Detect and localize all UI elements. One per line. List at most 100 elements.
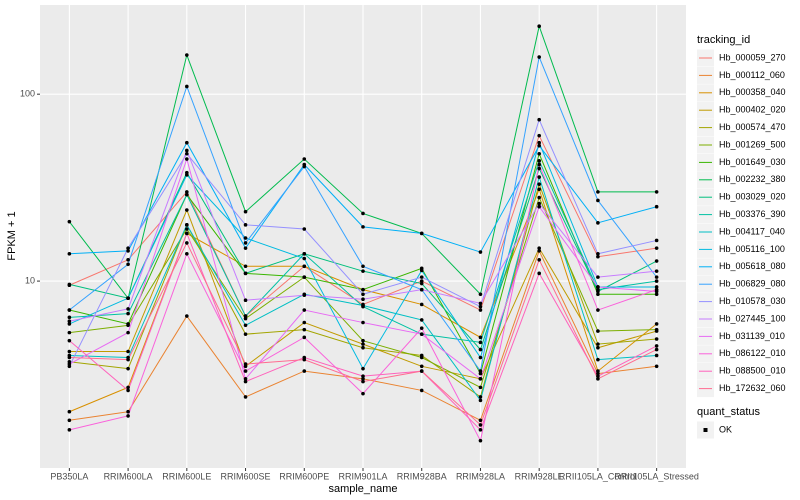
data-point xyxy=(67,418,72,423)
data-point xyxy=(185,84,189,89)
legend-label: Hb_027445_100 xyxy=(719,313,786,323)
data-point xyxy=(126,366,130,371)
data-point xyxy=(654,327,659,332)
legend-label: Hb_005618_080 xyxy=(719,261,786,271)
data-point xyxy=(596,287,600,292)
data-point xyxy=(478,250,483,254)
data-point xyxy=(419,364,424,369)
legend-label: OK xyxy=(719,424,732,434)
data-point xyxy=(654,238,659,243)
legend-label: Hb_000574_470 xyxy=(719,122,786,132)
data-point xyxy=(361,342,365,346)
data-point xyxy=(243,264,248,269)
data-point xyxy=(361,292,365,297)
data-point xyxy=(654,292,659,297)
data-point xyxy=(654,364,659,369)
data-point xyxy=(478,347,483,352)
data-point xyxy=(243,236,248,240)
data-point xyxy=(478,418,483,423)
data-point xyxy=(478,398,483,403)
data-point xyxy=(185,223,189,227)
data-point xyxy=(596,254,600,259)
data-point xyxy=(185,190,189,194)
legend-label: Hb_031139_010 xyxy=(719,331,785,341)
data-point xyxy=(302,335,307,340)
data-point xyxy=(67,355,72,360)
y-axis-title: FPKM + 1 xyxy=(6,211,18,260)
data-point xyxy=(361,287,365,292)
x-tick-label: RRIM600LE xyxy=(162,471,211,481)
data-point xyxy=(654,259,659,263)
data-point xyxy=(243,395,248,399)
data-point xyxy=(126,330,130,335)
data-point xyxy=(126,388,130,393)
data-point xyxy=(654,344,659,348)
data-point xyxy=(126,257,130,262)
data-point xyxy=(478,438,483,443)
data-point xyxy=(185,148,189,153)
data-point xyxy=(537,204,541,209)
data-point xyxy=(67,330,72,335)
data-point xyxy=(596,308,600,312)
data-point xyxy=(537,249,541,253)
data-point xyxy=(126,414,130,418)
data-point xyxy=(361,211,365,216)
data-point xyxy=(537,162,541,167)
data-point xyxy=(478,308,483,312)
data-point xyxy=(126,349,130,354)
data-point xyxy=(302,251,307,256)
data-point xyxy=(67,409,72,414)
data-point xyxy=(67,308,72,312)
data-point xyxy=(537,182,541,186)
data-point xyxy=(243,369,248,373)
data-point xyxy=(185,231,189,236)
data-point xyxy=(478,428,483,432)
data-point xyxy=(361,297,365,302)
data-point xyxy=(126,307,130,311)
data-point xyxy=(419,268,424,273)
data-point xyxy=(185,157,189,161)
data-point xyxy=(596,377,600,381)
x-tick-label: RRII105LA_Control xyxy=(559,471,637,481)
data-point xyxy=(361,379,365,384)
data-point xyxy=(596,275,600,279)
data-point xyxy=(654,347,659,352)
data-point xyxy=(243,377,248,381)
data-point xyxy=(243,362,248,366)
data-point xyxy=(361,225,365,229)
data-point xyxy=(478,371,483,376)
legend-label: Hb_006829_080 xyxy=(719,279,786,289)
data-point xyxy=(243,332,248,336)
data-point xyxy=(419,326,424,330)
data-point xyxy=(67,428,72,432)
data-point xyxy=(478,301,483,306)
x-tick-label: RRIM600LA xyxy=(104,471,153,481)
data-point xyxy=(185,151,189,156)
data-point xyxy=(185,208,189,212)
legend-label: Hb_000358_040 xyxy=(719,87,786,97)
data-point xyxy=(126,385,130,390)
data-point xyxy=(185,241,189,245)
legend-label: Hb_000112_060 xyxy=(719,70,785,80)
data-point xyxy=(302,308,307,312)
legend-label: Hb_004117_040 xyxy=(719,226,785,236)
data-point xyxy=(419,287,424,292)
data-point xyxy=(243,379,248,384)
data-point xyxy=(654,337,659,341)
data-point xyxy=(126,357,130,362)
data-point xyxy=(537,151,541,156)
data-point xyxy=(67,219,72,224)
data-point xyxy=(243,298,248,303)
data-point xyxy=(243,246,248,250)
data-point xyxy=(537,159,541,163)
data-point xyxy=(302,157,307,161)
legend-label: Hb_086122_010 xyxy=(719,348,786,358)
data-point xyxy=(537,140,541,145)
data-point xyxy=(537,271,541,276)
data-point xyxy=(67,349,72,354)
y-tick-label: 10 xyxy=(25,275,35,285)
data-point xyxy=(361,391,365,396)
data-point xyxy=(537,187,541,192)
data-point xyxy=(419,318,424,322)
data-point xyxy=(419,275,424,279)
